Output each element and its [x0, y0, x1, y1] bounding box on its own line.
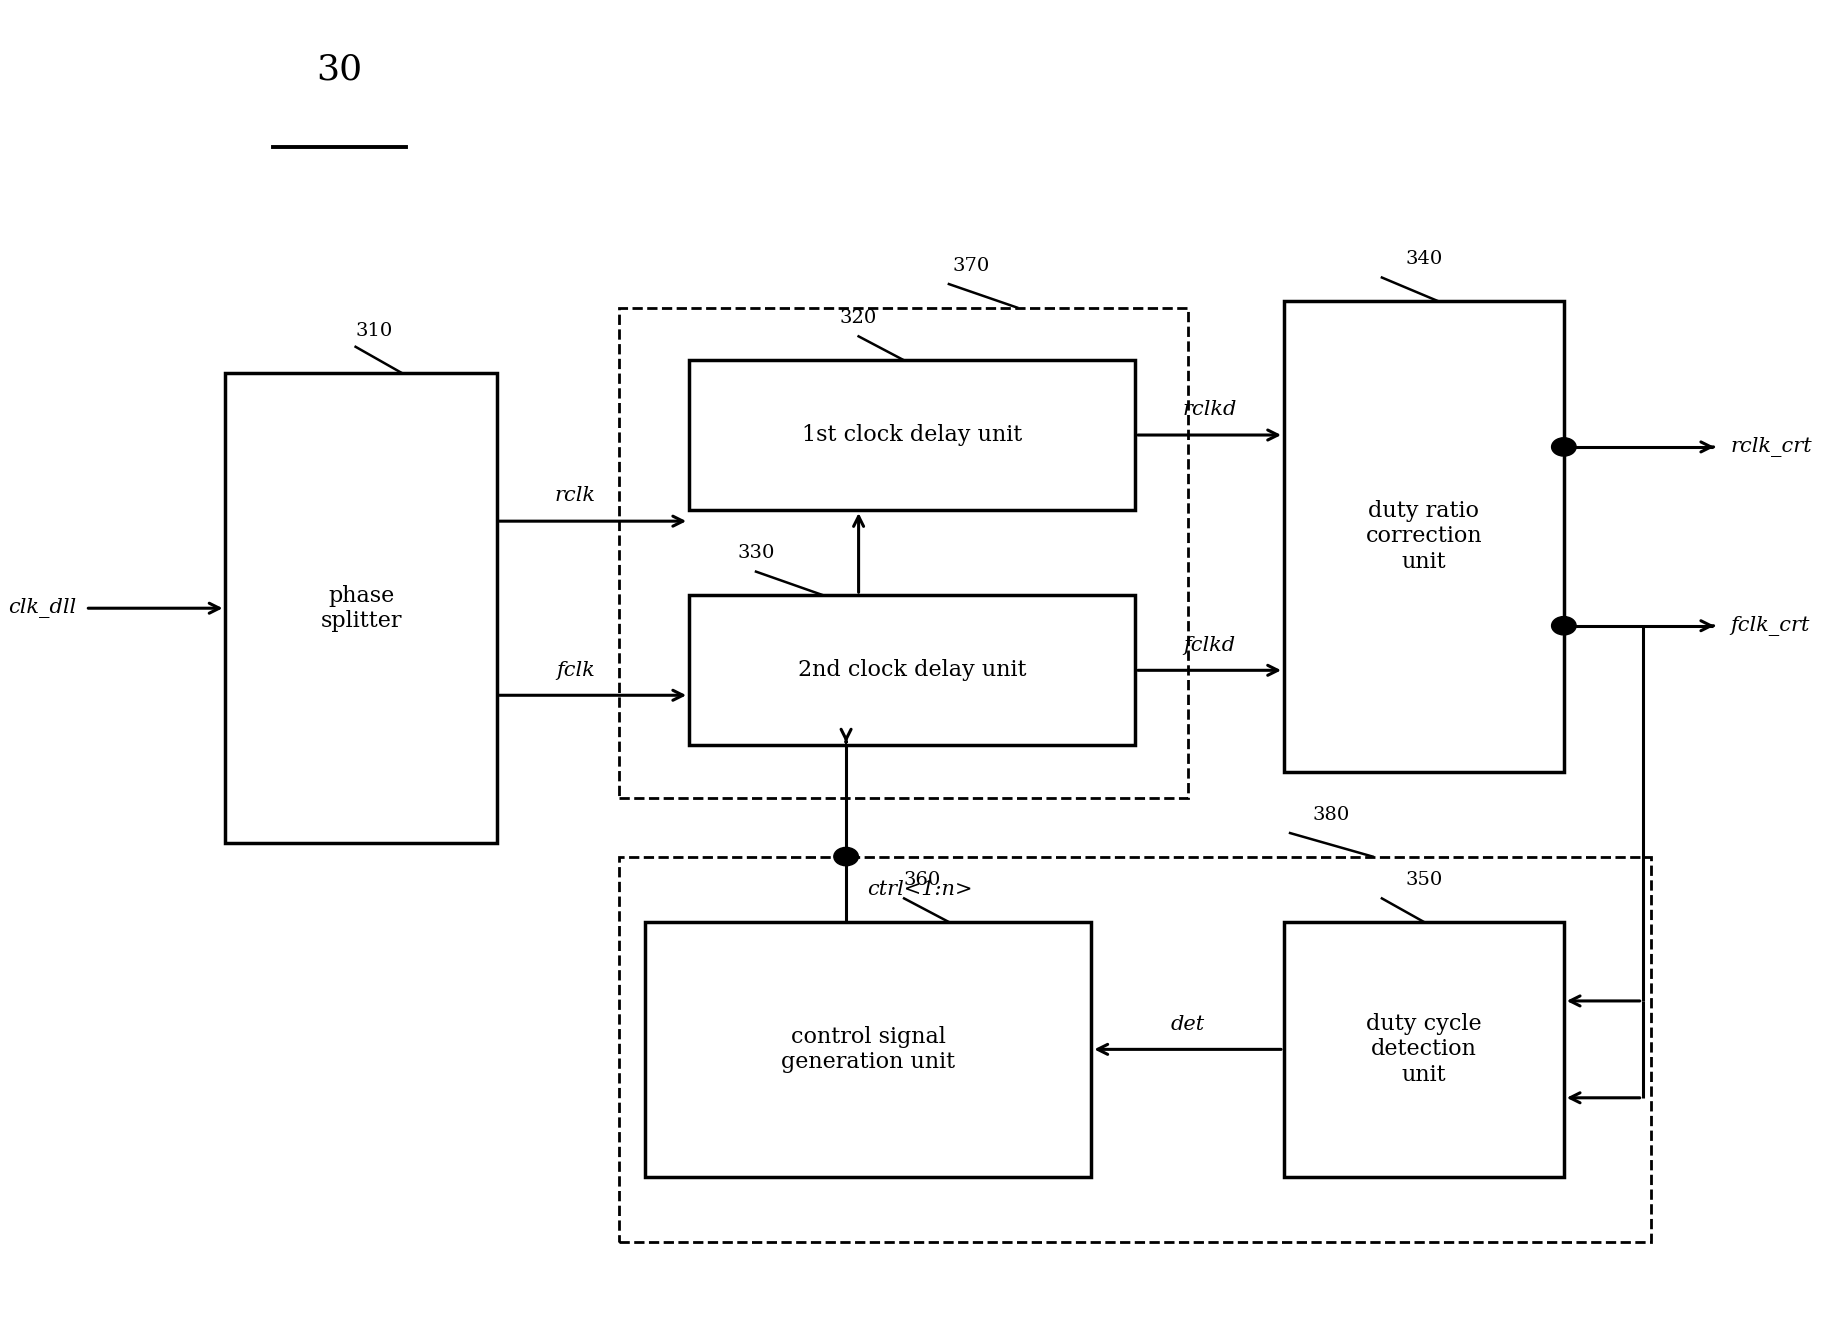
Text: 320: 320: [840, 309, 877, 328]
Bar: [226, 373, 497, 844]
Text: 340: 340: [1406, 251, 1442, 268]
Text: 1st clock delay unit: 1st clock delay unit: [802, 424, 1022, 446]
Bar: [618, 856, 1652, 1242]
Text: 310: 310: [356, 322, 393, 341]
Text: 30: 30: [316, 53, 361, 87]
Text: det: det: [1171, 1015, 1206, 1033]
Text: rclk_crt: rclk_crt: [1730, 437, 1811, 457]
Text: control signal
generation unit: control signal generation unit: [782, 1025, 956, 1073]
Text: 380: 380: [1312, 806, 1351, 824]
Bar: [690, 359, 1136, 510]
Text: phase
splitter: phase splitter: [321, 584, 402, 631]
Text: rclk: rclk: [554, 486, 596, 506]
Text: duty ratio
correction
unit: duty ratio correction unit: [1365, 499, 1483, 573]
Text: fclk: fclk: [556, 660, 595, 679]
Text: fclkd: fclkd: [1184, 635, 1235, 655]
Text: 370: 370: [952, 256, 991, 275]
Text: rclkd: rclkd: [1182, 400, 1237, 419]
Text: duty cycle
detection
unit: duty cycle detection unit: [1365, 1013, 1481, 1086]
Bar: [1284, 301, 1563, 771]
Text: clk_dll: clk_dll: [9, 598, 77, 618]
Circle shape: [1552, 437, 1576, 456]
Text: 330: 330: [738, 544, 774, 563]
Bar: [1284, 922, 1563, 1177]
Circle shape: [833, 847, 859, 865]
Bar: [690, 596, 1136, 745]
Circle shape: [1552, 617, 1576, 635]
Text: 360: 360: [903, 872, 941, 889]
Text: 2nd clock delay unit: 2nd clock delay unit: [798, 659, 1026, 682]
Text: ctrl<1:n>: ctrl<1:n>: [868, 880, 973, 900]
Bar: [646, 922, 1092, 1177]
Text: fclk_crt: fclk_crt: [1730, 616, 1809, 635]
Bar: [618, 308, 1187, 798]
Text: 350: 350: [1406, 872, 1442, 889]
